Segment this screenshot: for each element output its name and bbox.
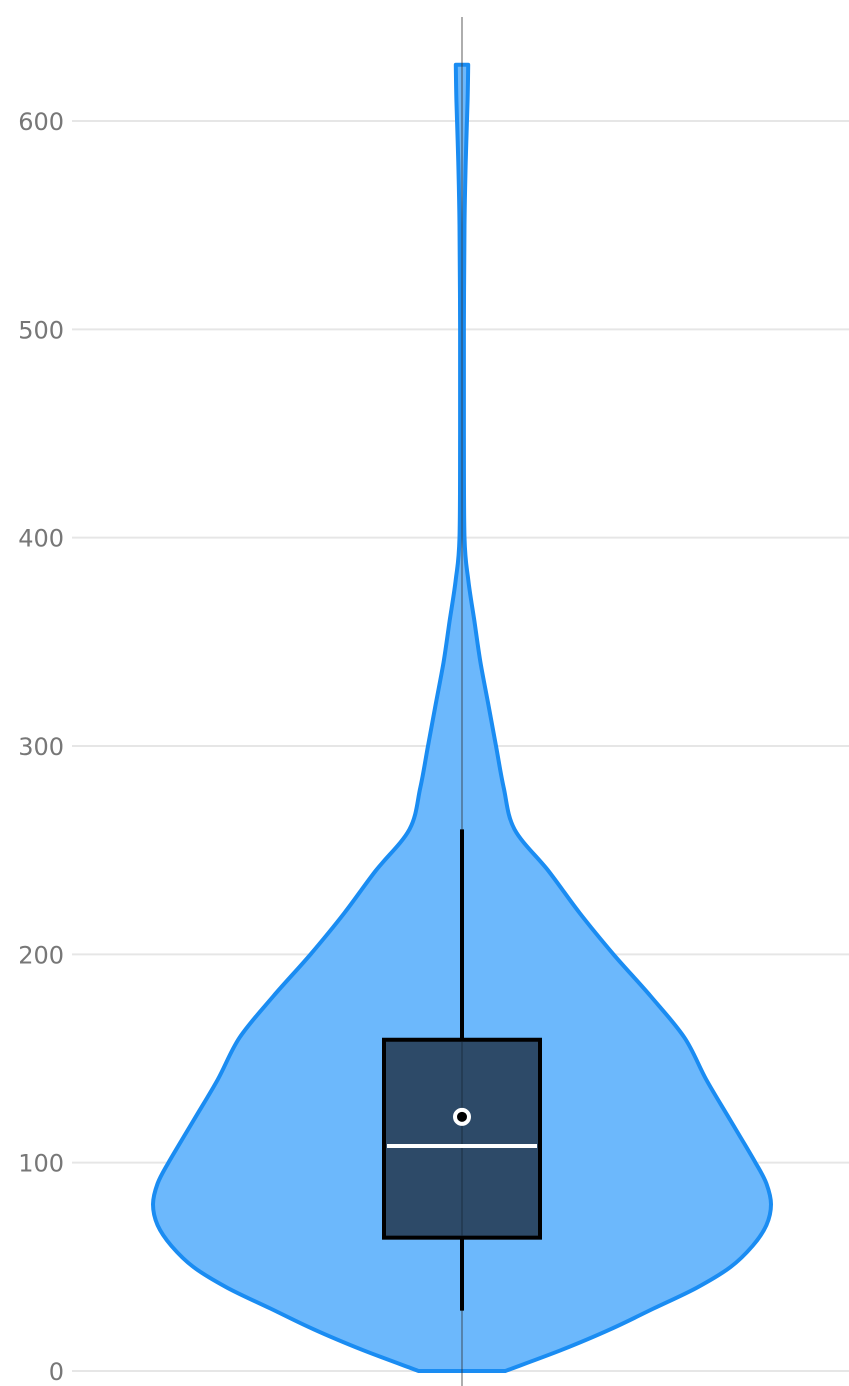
y-tick-label-500: 500: [18, 316, 64, 344]
y-tick-labels: 0 100 200 300 400 500 600: [18, 108, 64, 1386]
y-tick-label-100: 100: [18, 1150, 64, 1178]
y-tick-label-300: 300: [18, 733, 64, 761]
y-tick-label-200: 200: [18, 941, 64, 969]
y-tick-label-600: 600: [18, 108, 64, 136]
y-tick-label-0: 0: [49, 1358, 64, 1386]
mean-marker: [455, 1110, 469, 1124]
y-tick-label-400: 400: [18, 525, 64, 553]
